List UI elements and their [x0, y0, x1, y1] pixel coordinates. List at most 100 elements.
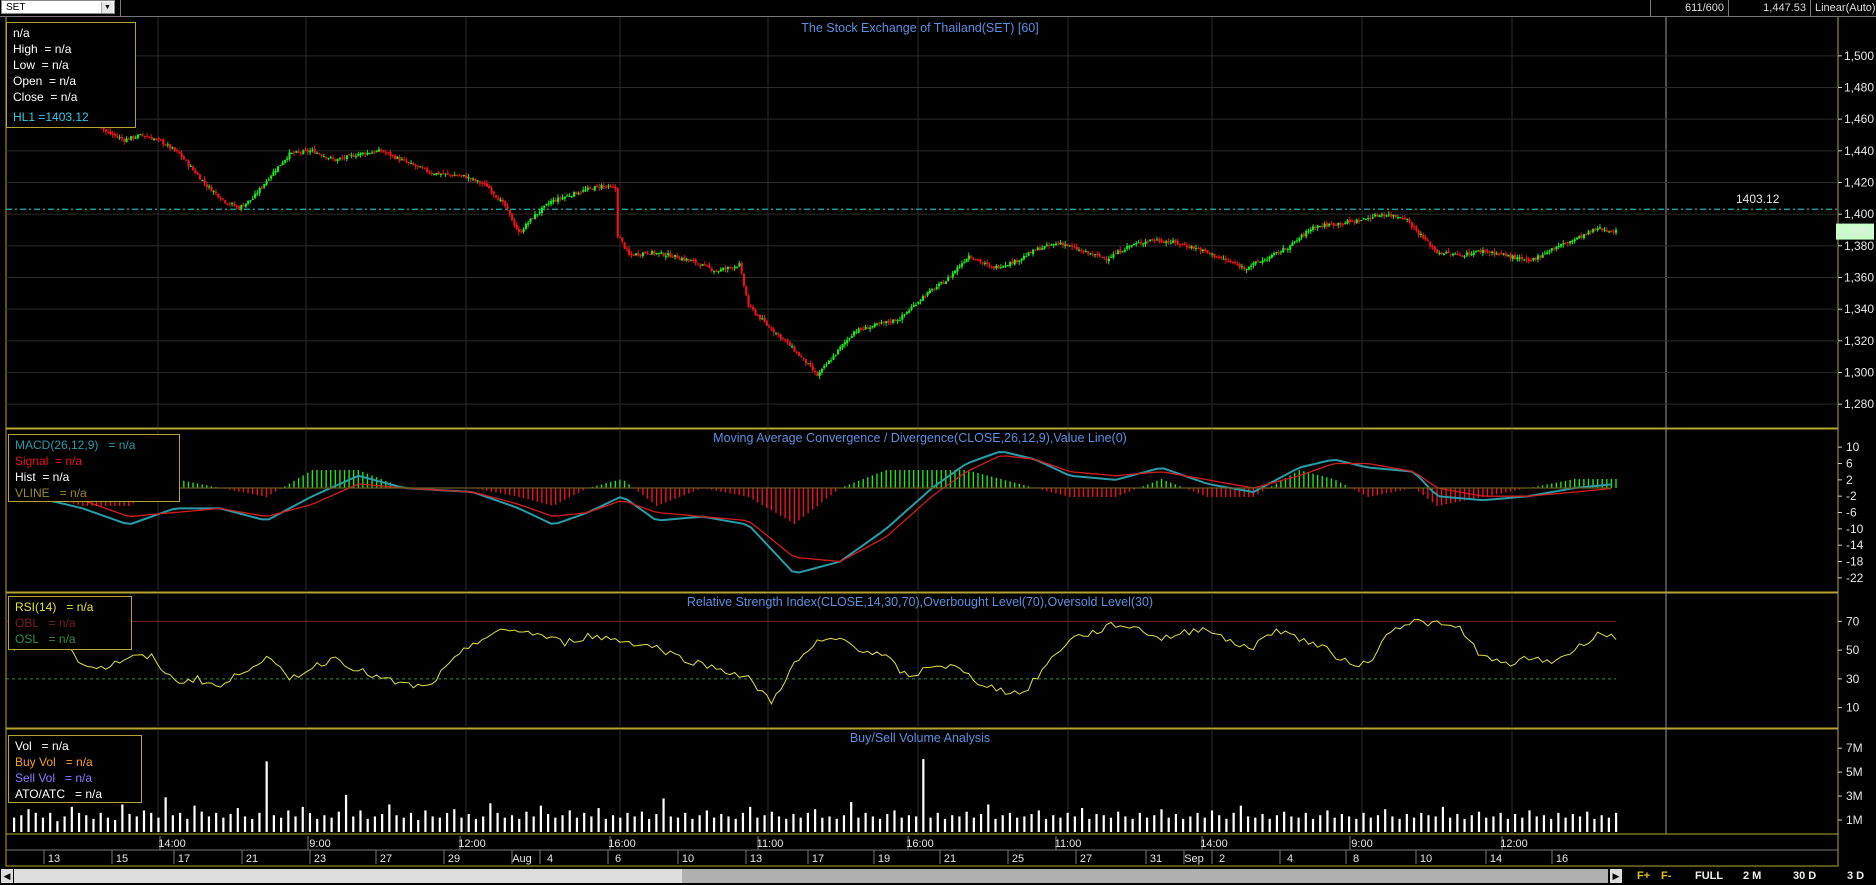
zoom-2m-button[interactable]: 2 M [1743, 870, 1762, 882]
volume-bar [1340, 814, 1343, 832]
scroll-right-icon[interactable]: ▶ [1610, 869, 1622, 883]
zoom-30d-button[interactable]: 30 D [1793, 870, 1817, 882]
candle-body [171, 147, 174, 149]
zoom-out-icon[interactable]: F- [1661, 870, 1672, 882]
candle-body [609, 186, 612, 188]
candle-body [527, 222, 530, 225]
candle-body [628, 249, 631, 255]
volume-bar [503, 817, 506, 832]
candle-body [327, 158, 330, 160]
candle-body [749, 305, 752, 307]
candle-body [1300, 234, 1303, 238]
candle-body [348, 154, 351, 156]
candle-body [1351, 220, 1354, 222]
volume-bar [1102, 815, 1105, 832]
candle-body [1057, 243, 1060, 245]
candle-body [1116, 250, 1120, 255]
volume-bar [698, 815, 701, 832]
candle-body [632, 254, 635, 256]
date-lower-label: 25 [1012, 853, 1024, 865]
volume-info-box: Vol = n/a Buy Vol = n/a Sell Vol = n/a A… [8, 735, 142, 803]
candle-body [935, 286, 938, 290]
rsi-axis-label: 50 [1846, 643, 1860, 657]
candle-body [811, 365, 814, 371]
candle-body [889, 321, 892, 323]
volume-bar [1297, 817, 1300, 832]
candle-body [481, 182, 484, 184]
candle-body [251, 198, 254, 200]
candle-body [621, 237, 624, 242]
volume-bar [1153, 815, 1156, 832]
candle-body [1094, 254, 1097, 256]
candle-body [1215, 256, 1218, 258]
date-lower-label: 16 [1556, 853, 1568, 865]
candle-body [1158, 238, 1161, 242]
candle-body [605, 186, 608, 188]
price-panel-title: The Stock Exchange of Thailand(SET) [60] [801, 21, 1038, 35]
volume-bar [1362, 812, 1365, 832]
volume-bar [352, 816, 355, 832]
symbol-select[interactable]: SET ▼ [1, 0, 115, 14]
candle-body [205, 184, 208, 187]
candle-body [1470, 254, 1473, 256]
volume-bar [814, 809, 817, 832]
volume-bar [1593, 818, 1596, 832]
candle-body [1254, 261, 1257, 264]
candle-body [141, 134, 144, 136]
candle-body [1114, 253, 1117, 255]
zoom-in-icon[interactable]: F+ [1637, 870, 1651, 882]
panel-frame-price [5, 15, 1839, 429]
candle-body [1399, 217, 1402, 219]
candle-body [820, 368, 824, 373]
candle-body [1103, 257, 1106, 259]
candle-body [439, 173, 443, 175]
volume-bar [1160, 809, 1163, 832]
candle-body [1231, 261, 1234, 264]
candle-body [1610, 230, 1613, 233]
candle-body [690, 260, 693, 262]
macd-axis-label: -10 [1846, 522, 1864, 536]
candle-body [377, 149, 381, 152]
candle-body [602, 185, 606, 187]
candle-body [951, 272, 954, 278]
candle-body [1548, 251, 1551, 253]
volume-bar [965, 811, 968, 832]
volume-bar [951, 815, 954, 832]
candle-body [329, 157, 332, 159]
volume-bar [1182, 818, 1185, 832]
volume-bar [1513, 814, 1517, 832]
candle-body [228, 203, 231, 205]
candle-body [249, 200, 252, 202]
zoom-3d-button[interactable]: 3 D [1847, 870, 1865, 882]
scale-mode[interactable]: Linear(Auto) [1810, 0, 1876, 16]
date-lower-label: 27 [380, 853, 392, 865]
candle-body [1390, 214, 1393, 217]
candle-body [814, 371, 817, 373]
volume-bar [604, 818, 607, 832]
candle-body [972, 258, 975, 260]
candle-body [400, 159, 404, 161]
candle-body [1557, 246, 1560, 248]
scroll-thumb[interactable] [682, 869, 1608, 883]
zoom-full-button[interactable]: FULL [1695, 870, 1724, 882]
candle-body [1270, 254, 1273, 258]
volume-bar [1059, 817, 1062, 832]
volume-bar [979, 814, 983, 832]
candle-body [990, 266, 993, 268]
candle-body [612, 186, 615, 188]
candle-body [1523, 259, 1526, 261]
candle-body [1059, 242, 1062, 245]
candle-body [1415, 226, 1418, 231]
scroll-left-icon[interactable]: ◀ [1, 869, 13, 883]
candle-body [1162, 241, 1166, 243]
candle-body [237, 206, 241, 210]
candle-body [435, 172, 438, 175]
chevron-down-icon[interactable]: ▼ [101, 2, 113, 13]
volume-bar [691, 818, 694, 832]
volume-bar [1449, 817, 1452, 832]
macd-axis-label: 6 [1846, 457, 1853, 471]
candle-body [304, 149, 307, 151]
horizontal-scrollbar[interactable]: ◀ ▶ [0, 867, 1625, 885]
volume-bar [1275, 815, 1279, 832]
